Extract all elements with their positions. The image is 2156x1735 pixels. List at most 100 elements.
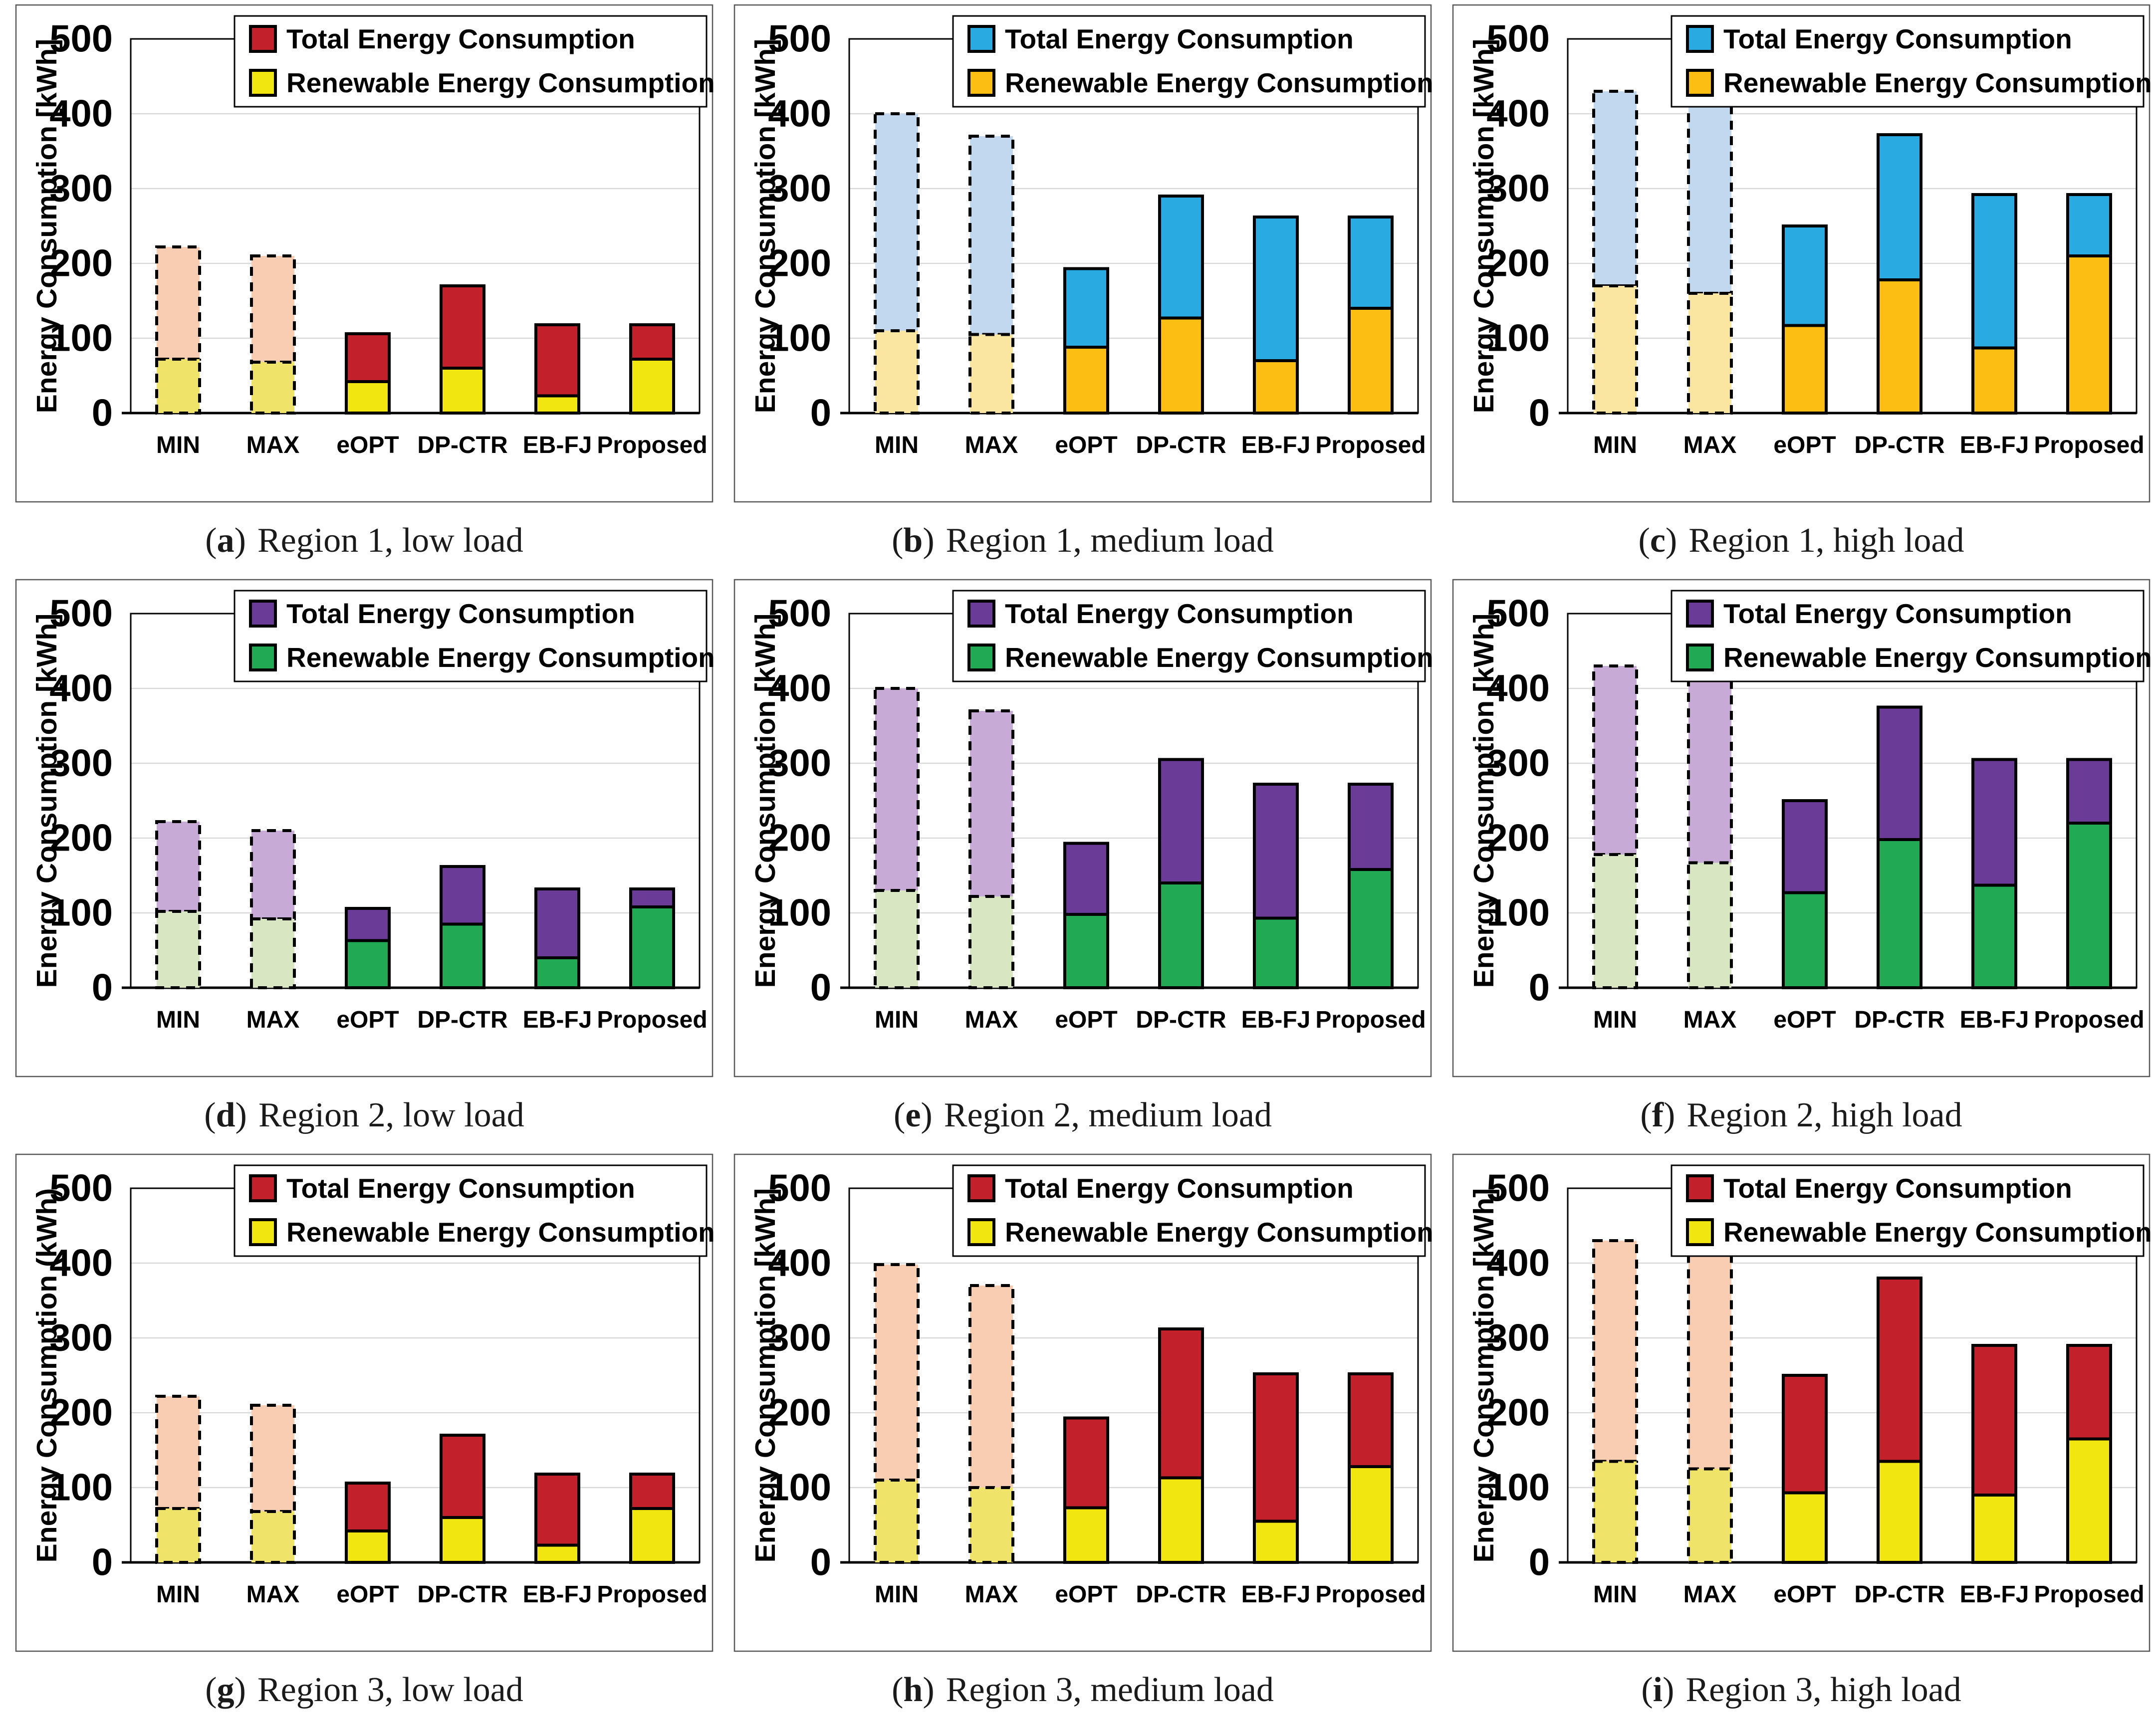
y-axis-title: Energy Consumption [kWh] [1468,39,1500,413]
y-tick-label: 400 [49,93,113,135]
x-tick-label: eOPT [1773,1581,1836,1608]
bar-renewable-segment [874,1479,920,1564]
bar-renewable-segment [1971,1494,2017,1564]
subfigure-caption-b: (b) Region 1, medium load [733,503,1432,579]
y-tick-label: 200 [49,242,113,285]
bar-renewable-segment [2066,822,2112,989]
subfigure-c: 0 100 200 300 400 500 Energy Consumption [kWh]… [1452,4,2151,579]
bar-renewable-segment [1971,346,2017,415]
legend-box [1671,590,2145,682]
subfigure-d: 0 100 200 300 400 500 Energy Consumption [kWh]… [15,579,714,1153]
bar-renewable-segment [1253,359,1299,415]
subfigure-h: 0 100 200 300 400 500 Energy Consumption [kWh]… [733,1153,1432,1728]
caption-label: Region 3, high load [1685,1671,1961,1709]
bar-total-segment [345,1482,391,1532]
legend-label: Total Energy Consumption [286,23,635,54]
x-tick-label: Proposed [2034,1007,2144,1033]
bar-total-segment [345,907,391,942]
y-tick-label: 300 [768,168,831,210]
y-tick-label: 500 [768,18,831,60]
subfigure-caption-h: (h) Region 3, medium load [733,1652,1432,1728]
x-tick-label: MAX [246,1007,300,1033]
caption-paren-open: ( [892,1671,904,1709]
x-tick-label: DP-CTR [1854,1581,1944,1608]
legend-swatch-total [249,1174,277,1202]
caption-letter: i [1653,1671,1663,1709]
caption-label: Region 2, low load [258,1096,524,1134]
bar-total-segment [534,323,580,398]
bar-total-segment [2066,1344,2112,1441]
x-tick-label: EB-FJ [523,1007,592,1033]
subfigure-caption-c: (c) Region 1, high load [1452,503,2151,579]
legend-label: Renewable Energy Consumption [1723,642,2151,673]
bar-renewable-segment [1063,913,1109,989]
caption-paren-open: ( [204,1096,216,1134]
legend-box [234,1164,708,1257]
bar-renewable-segment [1063,1506,1109,1564]
legend-label: Renewable Energy Consumption [1005,642,1432,673]
caption-letter: d [216,1096,236,1134]
subfigure-i: 0 100 200 300 400 500 Energy Consumption [kWh]… [1452,1153,2151,1728]
bar-total-segment [345,332,391,383]
y-axis-title: Energy Consumption [kWh] [1468,1188,1500,1562]
bar-renewable-segment [1687,1467,1733,1564]
caption-letter: g [217,1671,235,1709]
bar-renewable-segment [1877,278,1922,415]
legend-box [234,590,708,682]
bar-total-segment [2066,758,2112,825]
x-tick-label: eOPT [1055,1007,1117,1033]
legend-label: Renewable Energy Consumption [286,67,714,98]
bar-renewable-segment [1253,916,1299,989]
bar-total-segment [1592,1239,1638,1463]
bar-total-segment [534,1473,580,1547]
bar-renewable-segment [155,910,201,989]
x-tick-label: MAX [1683,1581,1737,1608]
caption-paren-open: ( [1638,521,1650,560]
x-tick-label: EB-FJ [1241,1581,1311,1608]
bar-total-segment [1877,1277,1922,1463]
caption-label: Region 1, medium load [946,521,1274,560]
bar-total-segment [1877,705,1922,841]
y-tick-label: 0 [92,392,113,434]
bar-renewable-segment [345,380,391,415]
x-tick-label: MIN [875,1007,919,1033]
x-tick-label: DP-CTR [417,1581,507,1608]
y-tick-label: 100 [1486,1467,1550,1509]
bar-renewable-segment [968,1486,1014,1564]
bar-renewable-segment [874,329,920,415]
bar-total-segment [250,254,296,364]
legend-swatch-renewable [1686,69,1714,97]
x-tick-label: eOPT [1773,432,1836,458]
y-tick-label: 400 [768,93,831,135]
x-tick-label: EB-FJ [523,432,592,458]
bar-renewable-segment [874,889,920,989]
y-tick-label: 100 [1486,892,1550,934]
legend-label: Total Energy Consumption [1005,23,1354,54]
caption-paren-close: ) [1663,1671,1675,1709]
legend-box [1671,1164,2145,1257]
caption-paren-open: ( [892,521,904,560]
x-tick-label: Proposed [1315,432,1426,458]
legend-swatch-total [249,600,277,628]
bar-total-segment [1687,1249,1733,1471]
bar-total-segment [440,865,485,926]
bar-total-segment [250,829,296,920]
bar-renewable-segment [1348,307,1394,415]
legend-swatch-renewable [967,644,995,671]
bar-total-segment [1158,758,1204,884]
bar-total-segment [968,135,1014,336]
caption-label: Region 2, high load [1686,1096,1962,1134]
caption-paren-close: ) [921,1096,933,1134]
x-tick-label: EB-FJ [1960,1581,2029,1608]
legend-label: Renewable Energy Consumption [1723,67,2151,98]
legend-label: Total Energy Consumption [286,598,635,629]
caption-label: Region 3, medium load [946,1671,1274,1709]
legend-label: Renewable Energy Consumption [286,642,714,673]
caption-label: Region 1, low load [257,521,523,560]
bar-renewable-segment [1687,292,1733,415]
bar-renewable-segment [1877,1460,1922,1564]
x-tick-label: MIN [875,1581,919,1608]
